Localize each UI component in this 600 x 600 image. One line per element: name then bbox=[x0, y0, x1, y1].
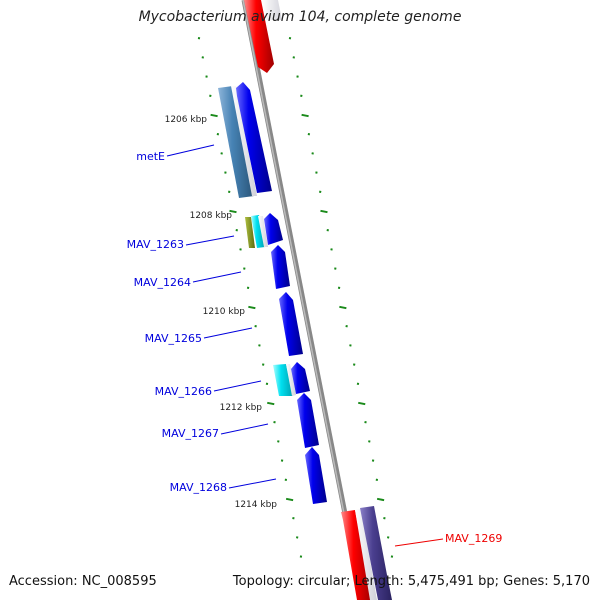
gene-mav1264[interactable] bbox=[271, 245, 290, 289]
major-tick bbox=[210, 113, 218, 118]
topology-text: Topology: circular; Length: 5,475,491 bp… bbox=[232, 574, 590, 589]
scale-label-1206: 1206 kbp bbox=[165, 115, 208, 125]
leader-mav1269 bbox=[394, 538, 444, 547]
gene-mav1269[interactable] bbox=[341, 510, 372, 600]
scale-labels: 1206 kbp 1208 kbp 1210 kbp 1212 kbp 1214… bbox=[165, 115, 278, 510]
tick-tracks bbox=[197, 37, 394, 558]
gene-mav1268[interactable] bbox=[305, 447, 327, 504]
feature-mav1263-olive[interactable] bbox=[245, 217, 255, 248]
gene-label-mav1264[interactable]: MAV_1264 bbox=[134, 276, 191, 289]
map-title: Mycobacterium avium 104, complete genome bbox=[138, 9, 462, 25]
gene-label-mav1269[interactable]: MAV_1269 bbox=[445, 532, 502, 545]
major-tick bbox=[339, 305, 347, 310]
major-tick bbox=[267, 401, 275, 406]
leader-mav1268 bbox=[228, 478, 277, 489]
genome-backbone-highlight bbox=[242, 0, 362, 600]
gene-mav1267[interactable] bbox=[297, 393, 319, 448]
major-tick bbox=[358, 401, 366, 406]
leader-mav1266 bbox=[213, 380, 262, 392]
feature-mete-white bbox=[231, 86, 257, 196]
gene-label-mav1265[interactable]: MAV_1265 bbox=[145, 332, 202, 345]
gene-top-red-outer bbox=[262, 0, 282, 20]
feature-mav1266-white bbox=[286, 364, 296, 396]
feature-mete-steelblue[interactable] bbox=[218, 86, 254, 198]
genome-backbone bbox=[241, 0, 365, 600]
major-tick bbox=[320, 209, 328, 214]
major-tick bbox=[285, 497, 294, 502]
gene-mete[interactable] bbox=[236, 82, 272, 193]
leader-mav1267 bbox=[220, 423, 269, 435]
gene-label-mav1268[interactable]: MAV_1268 bbox=[170, 481, 227, 494]
gene-mav1263[interactable] bbox=[264, 213, 283, 245]
scale-label-1210: 1210 kbp bbox=[203, 307, 246, 317]
feature-mav1269-white bbox=[355, 509, 377, 600]
feature-mav1269-slate[interactable] bbox=[360, 506, 392, 600]
major-tick bbox=[248, 305, 256, 310]
leader-mav1265 bbox=[203, 327, 253, 339]
feature-mav1266-cyan[interactable] bbox=[273, 364, 293, 396]
label-leaders bbox=[166, 144, 444, 547]
major-tick bbox=[376, 497, 385, 502]
gene-top-red[interactable] bbox=[244, 0, 274, 73]
leader-mete bbox=[166, 144, 215, 157]
feature-mav1263-cyan[interactable] bbox=[251, 215, 265, 248]
major-tick bbox=[229, 209, 237, 214]
gene-label-mav1267[interactable]: MAV_1267 bbox=[162, 427, 219, 440]
leader-mav1263 bbox=[185, 235, 235, 246]
gene-label-mav1266[interactable]: MAV_1266 bbox=[155, 385, 212, 398]
gene-label-mav1263[interactable]: MAV_1263 bbox=[127, 238, 184, 251]
scale-label-1212: 1212 kbp bbox=[220, 403, 263, 413]
gene-label-mete[interactable]: metE bbox=[136, 150, 165, 163]
gene-mav1265[interactable] bbox=[279, 292, 303, 356]
gene-labels: metE MAV_1263 MAV_1264 MAV_1265 MAV_1266… bbox=[127, 150, 503, 545]
leader-mav1264 bbox=[192, 271, 242, 283]
gene-mav1266[interactable] bbox=[291, 362, 310, 394]
feature-mav1263-white bbox=[258, 216, 268, 247]
accession-text: Accession: NC_008595 bbox=[9, 574, 157, 589]
scale-label-1214: 1214 kbp bbox=[235, 500, 278, 510]
major-tick bbox=[301, 113, 309, 118]
scale-label-1208: 1208 kbp bbox=[190, 211, 233, 221]
